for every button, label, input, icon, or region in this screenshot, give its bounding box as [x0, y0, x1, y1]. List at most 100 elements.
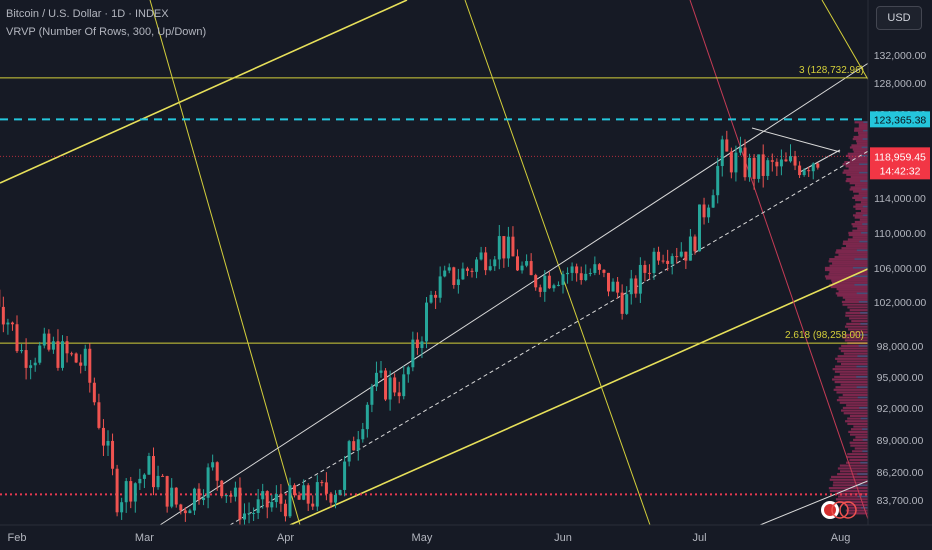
candle — [74, 352, 78, 364]
candle-body — [698, 204, 701, 252]
volume-profile-bar — [850, 175, 868, 178]
candle — [79, 354, 83, 374]
candle-body — [142, 474, 146, 479]
volume-profile-bar-up — [862, 214, 868, 217]
candle — [206, 463, 210, 509]
candle-body — [229, 494, 233, 497]
volume-profile-bar — [842, 406, 868, 409]
candle — [147, 452, 151, 475]
volume-profile-bar — [852, 148, 868, 151]
candle — [738, 136, 742, 156]
candle — [456, 268, 460, 294]
volume-profile-bar — [847, 238, 868, 241]
candle — [729, 147, 733, 179]
candle-body — [170, 487, 174, 507]
volume-profile-bar — [837, 360, 868, 363]
candle-body — [183, 510, 187, 514]
candle-body — [493, 259, 497, 267]
candle-body — [197, 488, 201, 501]
volume-profile-bar — [854, 184, 868, 187]
candle — [197, 483, 201, 505]
candle-body — [15, 324, 19, 352]
candle-body — [133, 483, 137, 502]
candle-body — [684, 251, 688, 261]
candle — [757, 154, 761, 183]
volume-profile-bar — [840, 409, 868, 412]
fib-level-label: 3 (128,732.96) — [799, 65, 864, 76]
candle — [370, 383, 374, 413]
volume-profile-bar — [854, 127, 868, 130]
volume-profile-bar — [841, 300, 868, 303]
candle — [484, 246, 488, 276]
candle — [224, 494, 228, 503]
y-tick-label: 95,000.00 — [877, 372, 924, 384]
volume-profile-bar — [846, 177, 868, 181]
volume-profile-bar — [840, 383, 868, 386]
volume-profile-bar — [835, 386, 868, 389]
candle — [593, 256, 597, 276]
candle — [320, 480, 324, 487]
candle-body — [320, 482, 324, 484]
candle-body — [192, 488, 196, 511]
volume-profile-bar — [846, 461, 868, 464]
candle — [438, 266, 442, 303]
candle — [397, 381, 401, 404]
volume-profile-bar — [838, 253, 868, 256]
candle — [243, 503, 246, 528]
candle-body — [497, 236, 501, 260]
candle-body — [657, 251, 661, 261]
volume-profile-bar — [848, 156, 868, 160]
candle-body — [243, 513, 246, 520]
volume-profile-bar — [841, 344, 868, 347]
candle-body — [10, 322, 14, 325]
candle — [233, 481, 237, 502]
candle — [452, 266, 456, 289]
candle-body — [679, 251, 683, 257]
candle-body — [529, 261, 533, 276]
candle-body — [324, 482, 328, 494]
candle — [575, 263, 579, 282]
candle — [434, 290, 438, 310]
candle — [142, 473, 146, 489]
currency-button[interactable]: USD — [876, 6, 922, 30]
candle-body — [224, 494, 228, 497]
volume-profile-bar — [851, 320, 868, 323]
symbol-title[interactable]: Bitcoin / U.S. Dollar · 1D · INDEX — [6, 8, 169, 20]
candle-body — [20, 350, 24, 352]
volume-profile-bar — [845, 154, 868, 157]
indicator-legend[interactable]: VRVP (Number Of Rows, 300, Up/Down) — [6, 26, 207, 38]
candle-body — [738, 147, 742, 153]
candle — [88, 343, 92, 393]
candle — [10, 321, 14, 331]
candle — [170, 478, 174, 509]
volume-profile-bar — [855, 207, 868, 210]
candle — [106, 430, 110, 457]
volume-profile-bar-up — [857, 355, 868, 357]
volume-profile-bar — [853, 438, 868, 441]
resistance-price-tag — [870, 111, 930, 128]
candle-body — [138, 478, 142, 484]
volume-profile-bar — [834, 255, 868, 259]
candle — [611, 278, 615, 292]
candle-body — [434, 294, 438, 298]
volume-profile-bar — [845, 180, 868, 183]
candle-body — [479, 252, 483, 260]
white-channel-lower — [759, 479, 871, 526]
candle-body — [206, 467, 210, 498]
volume-profile-bar — [832, 281, 868, 284]
candle-body — [92, 382, 96, 403]
volume-profile-bar — [845, 311, 868, 314]
volume-profile-bar — [854, 216, 868, 219]
candle-body — [707, 207, 711, 218]
candle-body — [297, 495, 301, 500]
candle — [607, 272, 610, 297]
candle-body — [588, 272, 592, 274]
candle — [165, 475, 169, 513]
candle-body — [120, 502, 124, 513]
volume-profile-bar — [849, 182, 868, 185]
candle-body — [556, 284, 560, 286]
volume-profile-bar — [848, 233, 868, 237]
candle — [584, 264, 588, 282]
volume-profile-bar — [855, 198, 868, 202]
